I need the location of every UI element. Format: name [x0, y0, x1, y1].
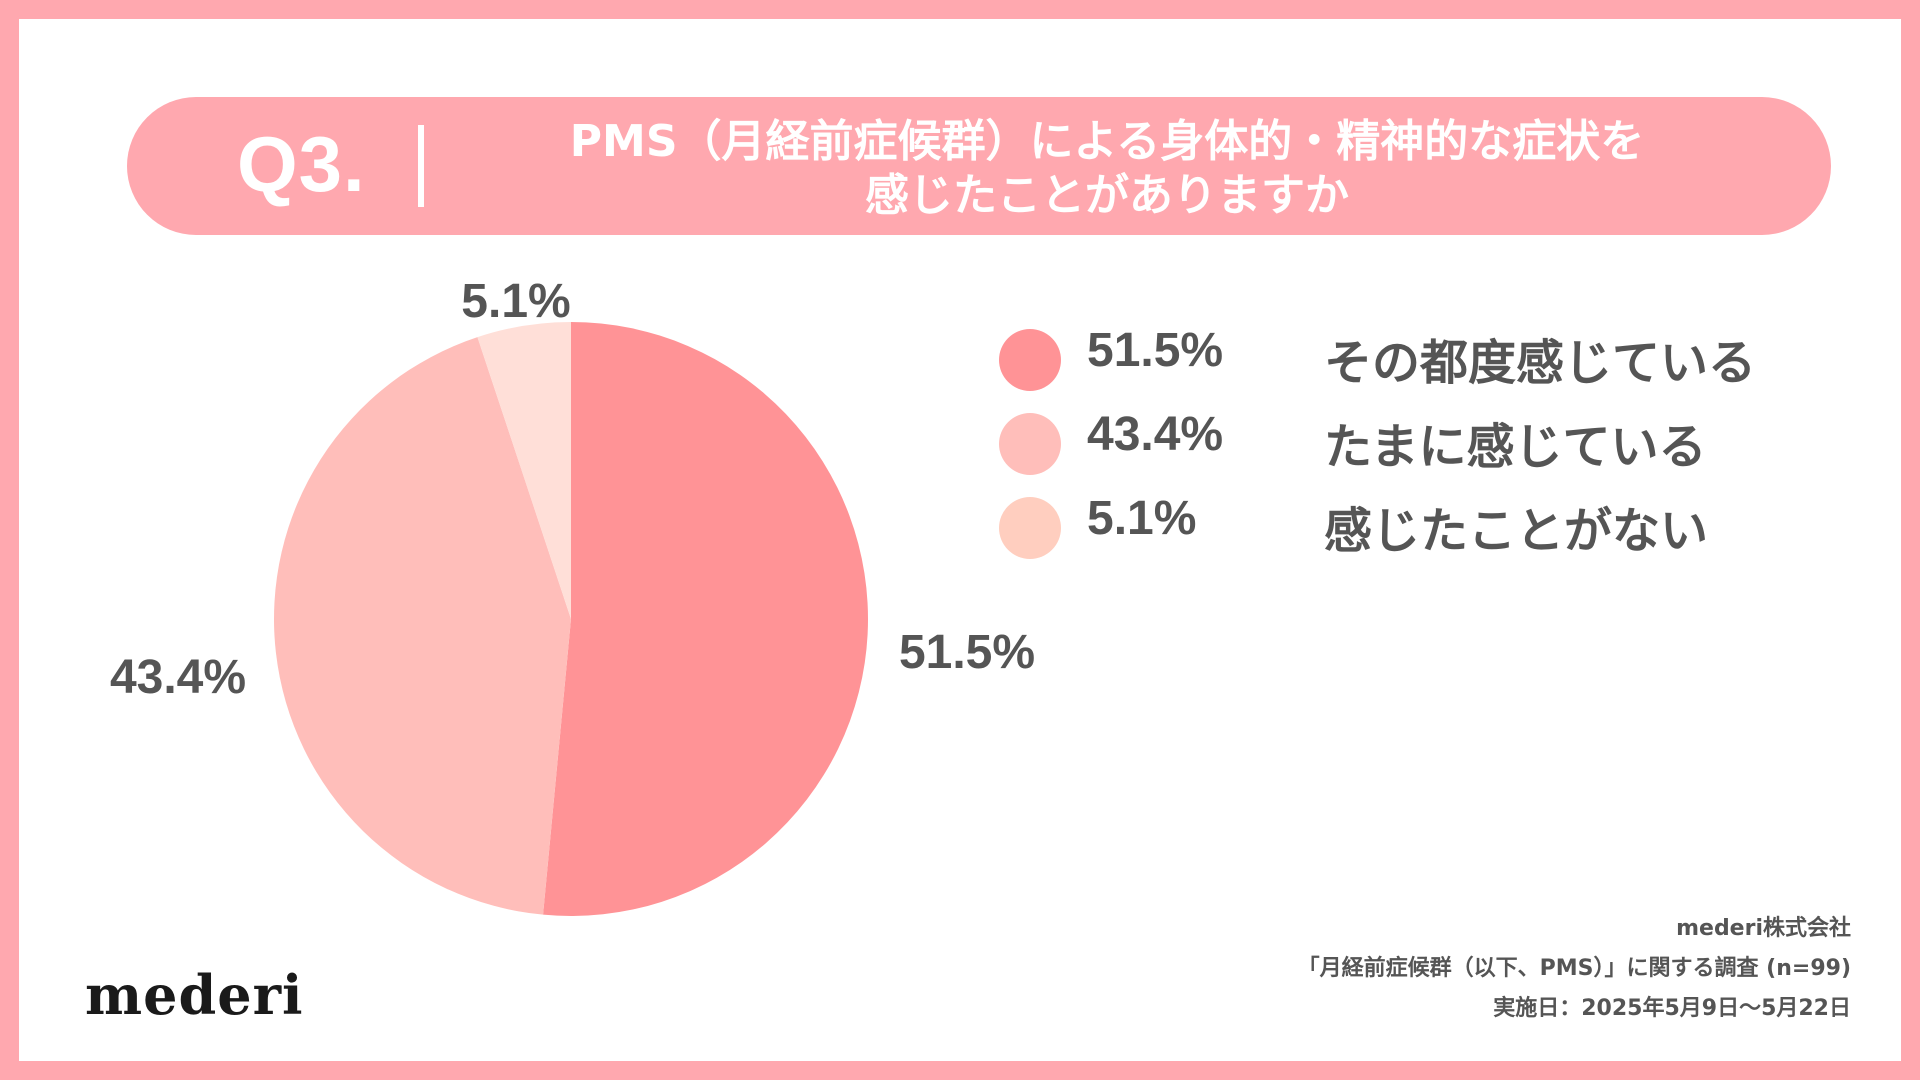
pie-data-label-2: 43.4% [110, 651, 246, 704]
question-header: Q3. PMS（月経前症候群）による身体的・精神的な症状を 感じたことがあります… [127, 97, 1831, 235]
survey-footer: mederi株式会社 「月経前症候群（以下、PMS）」に関する調査 (n=99)… [1051, 909, 1851, 1029]
pie-slice-1 [543, 322, 869, 916]
question-text-line-2: 感じたことがありますか [865, 170, 1349, 221]
pie-slice-2 [274, 337, 571, 915]
footer-survey-date: 実施日：2025年5月9日〜5月22日 [1493, 996, 1851, 1021]
legend-value-1: 51.5% [1087, 324, 1224, 377]
header-divider [418, 125, 424, 207]
pie-slice-3 [477, 322, 571, 619]
footer-survey-title: 「月経前症候群（以下、PMS）」に関する調査 (n=99) [1297, 956, 1851, 981]
legend-value-2: 43.4% [1087, 408, 1224, 461]
question-text-line-1: PMS（月経前症候群）による身体的・精神的な症状を [569, 116, 1645, 167]
legend-swatch-2 [999, 413, 1061, 475]
pie-data-label-1: 51.5% [899, 626, 1035, 679]
legend-swatch-1 [999, 329, 1061, 391]
question-text: PMS（月経前症候群）による身体的・精神的な症状を 感じたことがありますか [507, 115, 1707, 223]
question-number: Q3. [237, 120, 366, 208]
pie-data-label-3: 5.1% [461, 275, 570, 328]
legend-swatch-3 [999, 497, 1061, 559]
mederi-logo: mederi [85, 963, 304, 1027]
footer-company: mederi株式会社 [1676, 916, 1851, 941]
legend-label-2: たまに感じている [1324, 419, 1707, 475]
legend-label-3: 感じたことがない [1324, 503, 1709, 559]
legend-label-1: その都度感じている [1324, 335, 1757, 391]
legend-value-3: 5.1% [1087, 492, 1197, 545]
chart-card: Q3. PMS（月経前症候群）による身体的・精神的な症状を 感じたことがあります… [19, 19, 1901, 1061]
pie-chart: 51.5% 43.4% 5.1% [110, 275, 1035, 916]
